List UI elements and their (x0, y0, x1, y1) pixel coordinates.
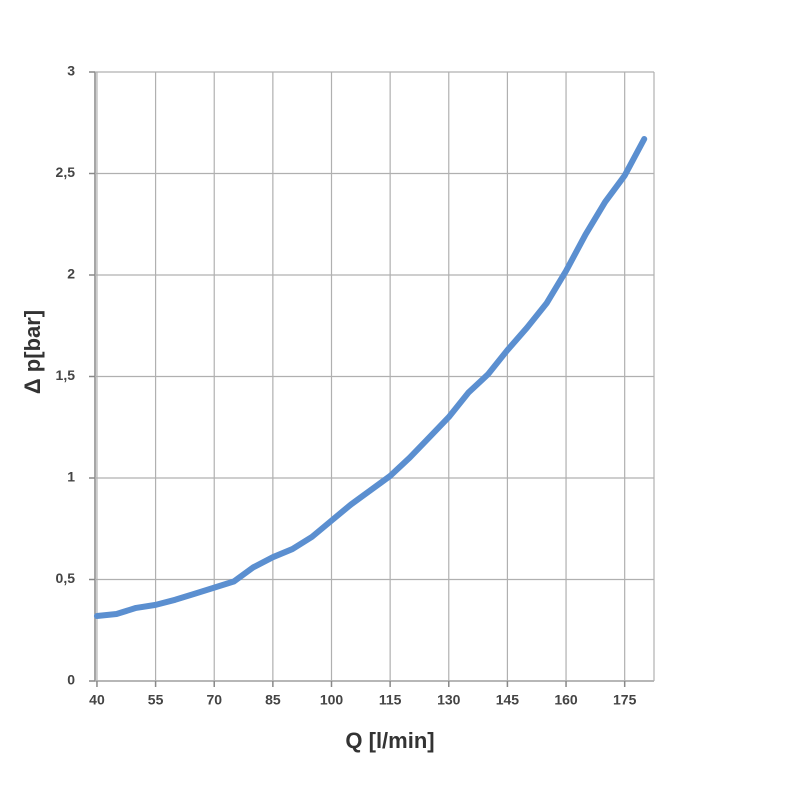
x-tick-label: 160 (554, 692, 578, 708)
y-tick-label: 2,5 (56, 164, 76, 180)
data-line (93, 135, 648, 620)
x-tick-label: 85 (265, 692, 281, 708)
y-tick-label: 2 (67, 266, 75, 282)
y-axis-label: Δ p[bar] (20, 310, 45, 394)
x-tick-label: 145 (496, 692, 520, 708)
y-tick-label: 0 (67, 672, 75, 688)
x-tick-label: 100 (320, 692, 344, 708)
x-axis-label: Q [l/min] (345, 728, 434, 753)
x-tick-label: 55 (148, 692, 164, 708)
x-tick-label: 130 (437, 692, 461, 708)
y-tick-label: 1,5 (56, 367, 76, 383)
y-tick-label: 1 (67, 469, 75, 485)
x-tick-label: 175 (613, 692, 637, 708)
x-tick-label: 40 (89, 692, 105, 708)
y-tick-label: 3 (67, 63, 75, 79)
x-tick-label: 115 (379, 692, 402, 708)
x-tick-label: 70 (206, 692, 222, 708)
y-tick-label: 0,5 (56, 570, 76, 586)
